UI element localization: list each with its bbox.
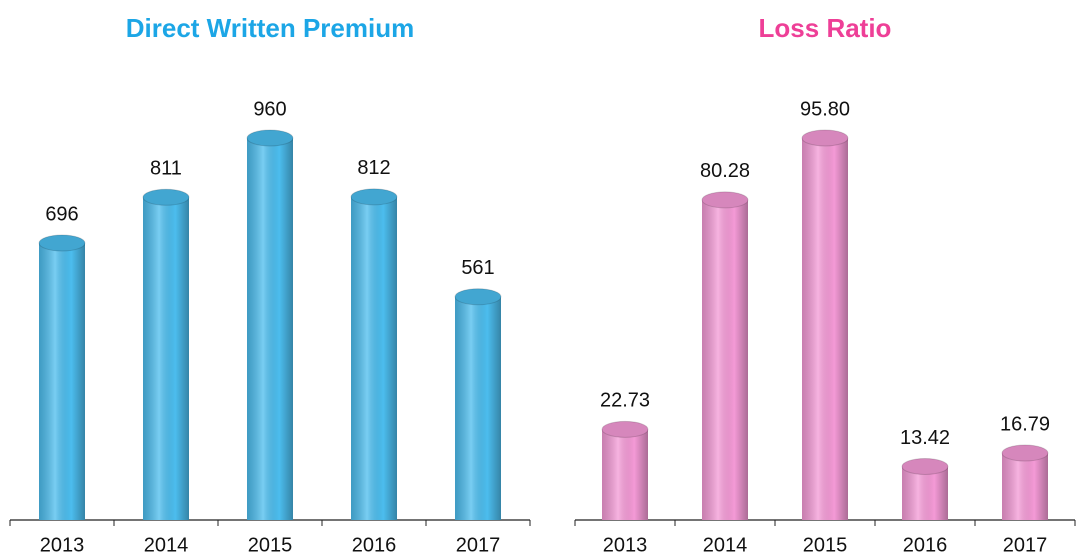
bar-shade [247,138,293,520]
bar-top [701,191,749,209]
x-tick-label: 2017 [1003,534,1048,556]
data-label: 696 [45,203,78,225]
bar-top-shade [143,189,189,206]
bar [246,129,294,520]
bar [901,457,949,520]
bar-top-shade [902,458,948,475]
bar [350,188,398,520]
data-label: 811 [150,158,182,180]
bar [142,188,190,520]
bar-top-shade [39,235,85,252]
x-tick-label: 2016 [903,534,948,556]
bar-shade [351,196,397,520]
data-label: 80.28 [700,160,750,182]
x-tick-label: 2015 [248,534,293,556]
bar [38,234,86,521]
data-label: 561 [461,257,494,279]
data-label: 95.80 [800,98,850,120]
chart-title: Loss Ratio [759,13,892,43]
bar-top [801,129,849,147]
bar-shade [143,197,189,520]
bar-top-shade [247,130,293,146]
bar-shade [902,466,948,520]
bar [801,129,849,520]
x-tick-label: 2014 [144,534,189,556]
bar-top-shade [455,288,501,305]
bar-shade [702,199,748,520]
x-tick-label: 2017 [456,534,501,556]
chart-title: Direct Written Premium [126,13,414,43]
x-tick-label: 2013 [40,534,85,556]
bar [701,191,749,520]
bar-top-shade [802,130,848,146]
bar-shade [1002,453,1048,520]
chart-panel: Loss Ratio 2013 22.73 2014 80.28 2015 95.80 201… [574,13,1076,556]
bar-top [454,288,502,306]
data-label: 960 [253,98,286,120]
bar-top [142,188,190,206]
bar-top-shade [602,421,648,438]
data-label: 812 [357,157,390,179]
bar-shade [39,243,85,521]
bar-shade [802,138,848,520]
x-tick-label: 2015 [803,534,848,556]
bar-top [901,457,949,475]
chart-panel: Direct Written Premium 2013 696 2014 811 2015… [9,13,531,556]
bar-top-shade [351,188,397,205]
data-label: 13.42 [900,427,950,449]
data-label: 22.73 [600,390,650,412]
bar-top-shade [1002,445,1048,462]
bar-shade [455,296,501,520]
bar [1001,444,1049,520]
bar [454,288,502,520]
bar-top-shade [702,191,748,208]
bar-top [38,234,86,252]
x-tick-label: 2016 [352,534,397,556]
x-tick-label: 2014 [703,534,748,556]
data-label: 16.79 [1000,413,1050,435]
bar-top [246,129,294,147]
x-tick-label: 2013 [603,534,648,556]
bar-top [1001,444,1049,462]
bar-top [350,188,398,206]
bar-top [601,420,649,438]
bar-shade [602,429,648,520]
bar [601,420,649,520]
